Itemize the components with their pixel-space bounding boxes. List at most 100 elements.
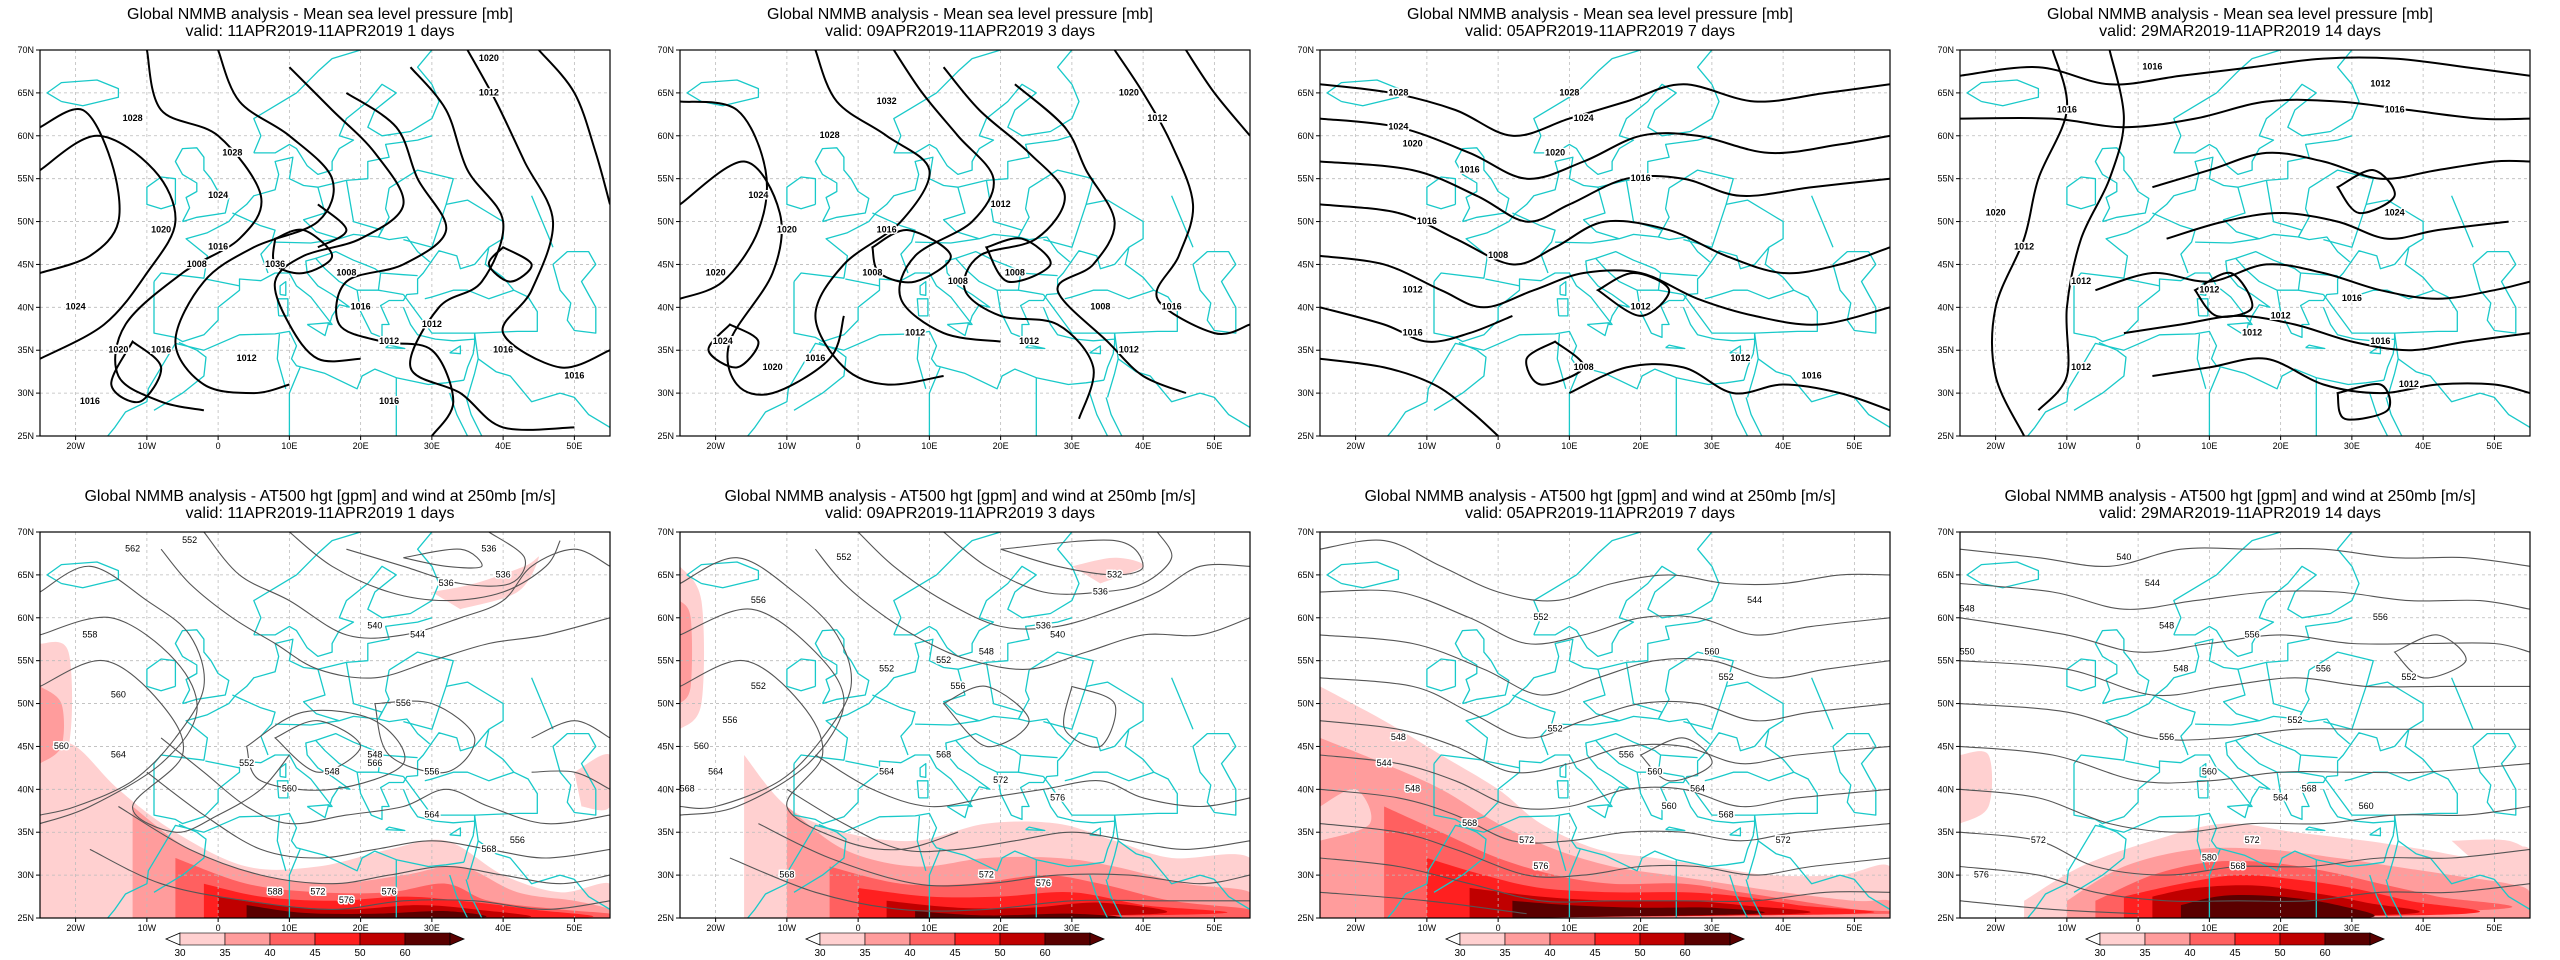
contour-label: 548 bbox=[2159, 621, 2174, 631]
colorbar-swatch bbox=[269, 932, 316, 946]
panel-title-line: Global NMMB analysis - Mean sea level pr… bbox=[2047, 6, 2433, 23]
colorbar-low-arrow bbox=[804, 932, 821, 946]
slp-map-panel-2: Global NMMB analysis - Mean sea level pr… bbox=[640, 0, 1280, 470]
contour-label: 1016 bbox=[2057, 104, 2077, 114]
contour-label: 552 bbox=[1548, 724, 1563, 734]
colorbar-swatch bbox=[819, 932, 866, 946]
lon-tick-label: 20W bbox=[66, 441, 85, 451]
lat-tick-label: 25N bbox=[17, 431, 34, 441]
isobar-line bbox=[1991, 50, 2069, 436]
isobar-line bbox=[680, 160, 845, 396]
colorbar-label: 60 bbox=[2319, 948, 2331, 958]
contour-label: 1016 bbox=[1417, 216, 1437, 226]
contour-label: 556 bbox=[424, 767, 439, 777]
isobar-line bbox=[1320, 357, 1499, 436]
isobar-line bbox=[2336, 169, 2396, 215]
contour-label: 1016 bbox=[379, 396, 399, 406]
lon-tick-label: 10E bbox=[1561, 923, 1577, 933]
isobar-line bbox=[2037, 50, 2125, 411]
contour-label: 576 bbox=[1036, 878, 1051, 888]
contour-label: 536 bbox=[481, 544, 496, 554]
contour-label: 566 bbox=[367, 758, 382, 768]
contour-label: 548 bbox=[367, 749, 382, 759]
lat-tick-label: 60N bbox=[657, 131, 674, 141]
isobar-line bbox=[984, 237, 1052, 283]
contour-label: 552 bbox=[879, 664, 894, 674]
contour-label: 1020 bbox=[1986, 207, 2006, 217]
isobar-line bbox=[2152, 151, 2530, 189]
lon-tick-label: 30E bbox=[2344, 923, 2360, 933]
contour-label: 1016 bbox=[151, 345, 171, 355]
isobar-line bbox=[487, 246, 533, 283]
height-contour-line bbox=[1320, 677, 1890, 739]
contour-label: 1016 bbox=[877, 225, 897, 235]
lon-tick-label: 20W bbox=[66, 923, 85, 933]
contour-label: 1020 bbox=[151, 225, 171, 235]
lat-tick-label: 55N bbox=[657, 656, 674, 666]
lat-tick-label: 55N bbox=[657, 174, 674, 184]
axis-ticks: 70N 65N 60N 55N 50N 45N 40N 35N 30N 25N 20W 10W 0 10E… bbox=[657, 527, 1222, 933]
lat-tick-label: 35N bbox=[17, 345, 34, 355]
contour-label: 568 bbox=[680, 784, 695, 794]
axis-ticks: 70N 65N 60N 55N 50N 45N 40N 35N 30N 25N 20W 10W 0 10E… bbox=[1937, 45, 2502, 451]
lon-tick-label: 50E bbox=[1206, 923, 1222, 933]
contour-label: 540 bbox=[367, 621, 382, 631]
colorbar-swatch bbox=[179, 932, 226, 946]
lon-tick-label: 0 bbox=[2136, 923, 2141, 933]
isobar-line bbox=[2166, 211, 2509, 240]
panel-title-line: Global NMMB analysis - AT500 hgt [gpm] a… bbox=[724, 488, 1196, 505]
slp-map-panel-3: Global NMMB analysis - Mean sea level pr… bbox=[1280, 0, 1920, 470]
lat-tick-label: 70N bbox=[657, 527, 674, 537]
lon-tick-label: 10E bbox=[1561, 441, 1577, 451]
colorbar-label: 35 bbox=[859, 948, 871, 958]
contour-label: 1012 bbox=[422, 319, 442, 329]
isobar-line bbox=[1568, 363, 1890, 412]
lon-tick-label: 50E bbox=[2486, 441, 2502, 451]
lon-tick-label: 20E bbox=[353, 923, 369, 933]
lat-tick-label: 40N bbox=[1937, 302, 1954, 312]
lat-tick-label: 45N bbox=[1297, 259, 1314, 269]
contour-label: 1012 bbox=[2271, 310, 2291, 320]
contour-label: 1024 bbox=[208, 190, 228, 200]
contour-label: 544 bbox=[1377, 758, 1392, 768]
map-background bbox=[40, 50, 610, 436]
contour-label: 560 bbox=[694, 741, 709, 751]
contour-label: 1016 bbox=[1631, 173, 1651, 183]
lat-tick-label: 40N bbox=[17, 302, 34, 312]
lat-tick-label: 45N bbox=[1937, 741, 1954, 751]
coastlines bbox=[686, 50, 1250, 436]
height-contour-line bbox=[729, 857, 1250, 912]
contour-label: 1012 bbox=[2199, 285, 2219, 295]
coastlines bbox=[1326, 532, 1890, 918]
contour-labels: 552 544 548 552 560 544 548 552 556 560 564 568 572 5… bbox=[1375, 593, 1792, 872]
contour-label: 556 bbox=[2159, 732, 2174, 742]
map-frame: 1028 1024 1020 1028 1024 1020 1016 1016 1016 1008… bbox=[1297, 45, 1891, 451]
contour-label: 1012 bbox=[2071, 276, 2091, 286]
panel-title: Global NMMB analysis - Mean sea level pr… bbox=[0, 6, 640, 40]
wind-shade-area bbox=[1320, 788, 1372, 841]
contour-label: 540 bbox=[1050, 629, 1065, 639]
wind-shade-area bbox=[1071, 557, 1144, 584]
lat-tick-label: 65N bbox=[657, 88, 674, 98]
contour-label: 1012 bbox=[1730, 353, 1750, 363]
colorbar-label: 35 bbox=[1499, 948, 1511, 958]
lat-tick-label: 65N bbox=[17, 88, 34, 98]
contour-label: 1016 bbox=[1403, 327, 1423, 337]
isobar-line bbox=[2095, 263, 2530, 300]
contour-label: 572 bbox=[979, 869, 994, 879]
lon-tick-label: 50E bbox=[1206, 441, 1222, 451]
height-contour-line bbox=[1320, 788, 1890, 844]
panel-valid-period: valid: 09APR2019-11APR2019 3 days bbox=[824, 505, 1096, 522]
lon-tick-label: 10W bbox=[778, 441, 797, 451]
isobar-line bbox=[174, 50, 335, 395]
lat-tick-label: 60N bbox=[1297, 131, 1314, 141]
contour-label: 564 bbox=[708, 767, 723, 777]
lon-tick-label: 0 bbox=[2136, 441, 2141, 451]
lon-tick-label: 10W bbox=[138, 441, 157, 451]
coastlines bbox=[1966, 532, 2530, 918]
colorbar-label: 40 bbox=[1544, 948, 1556, 958]
lat-tick-label: 40N bbox=[1297, 302, 1314, 312]
contour-label: 556 bbox=[751, 595, 766, 605]
lon-tick-label: 20W bbox=[1986, 923, 2005, 933]
contour-label: 550 bbox=[1960, 646, 1975, 656]
